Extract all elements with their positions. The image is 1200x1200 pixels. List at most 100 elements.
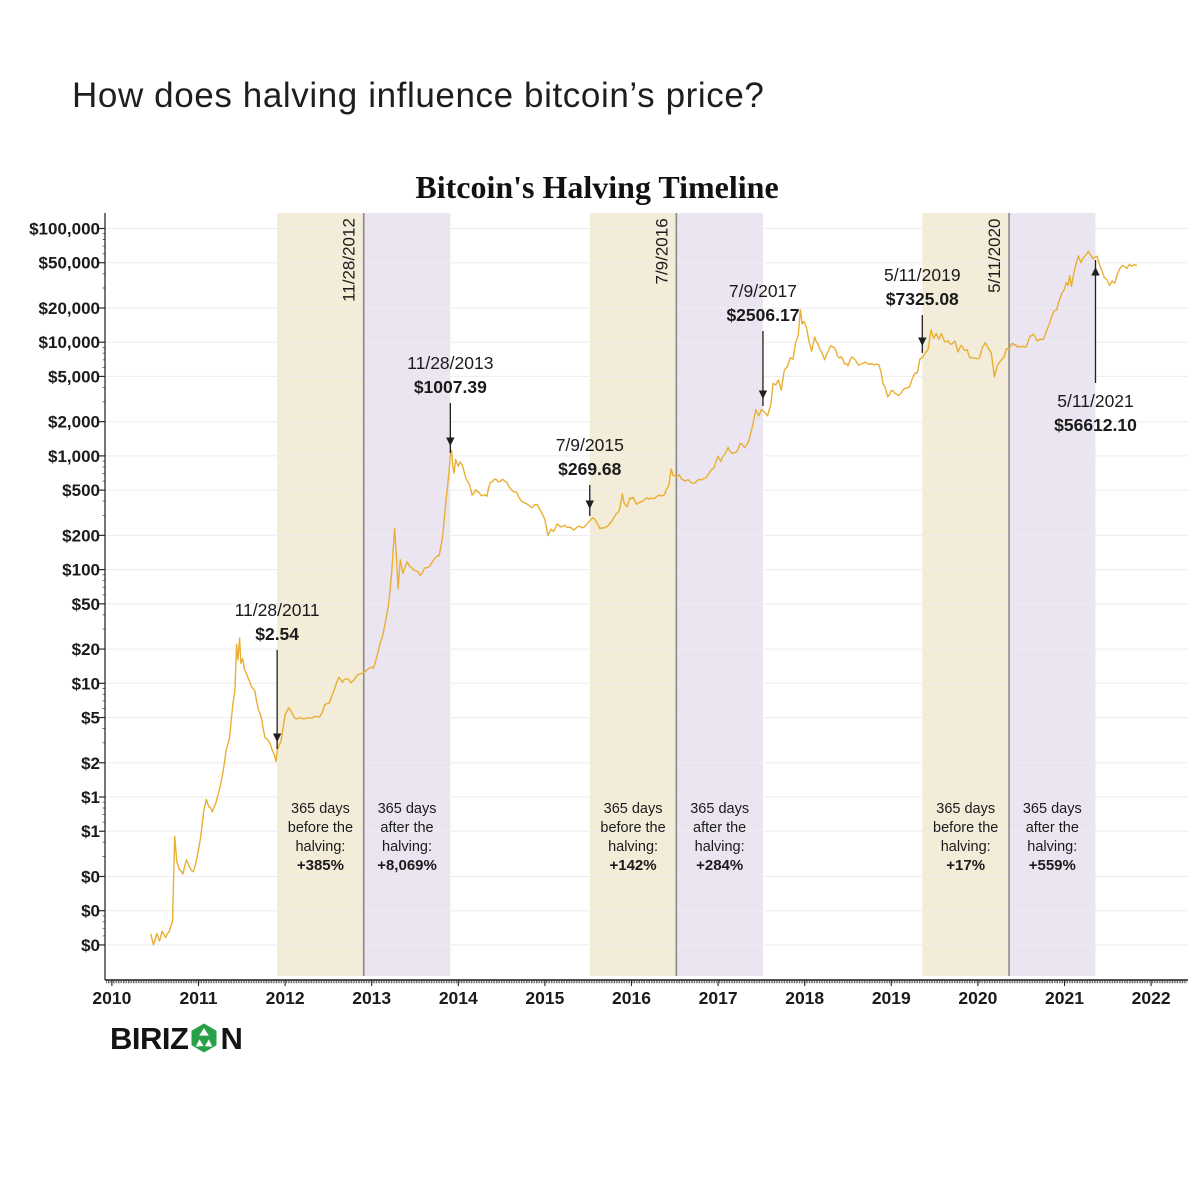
y-axis-label: $2,000 (48, 413, 100, 432)
annotation-date: 11/28/2013 (407, 353, 493, 373)
annotation-price: $1007.39 (414, 377, 487, 397)
stat-text-line: halving: (695, 839, 745, 855)
y-axis-label: $1 (81, 822, 100, 841)
stat-text-line: 365 days (936, 801, 995, 817)
birizon-logo: BIRIZ N (110, 1021, 243, 1056)
y-axis-label: $20 (72, 640, 100, 659)
y-axis-label: $5 (81, 709, 100, 728)
stat-text-line: halving: (382, 839, 432, 855)
y-axis-label: $10 (72, 674, 100, 693)
recycle-icon (191, 1023, 217, 1053)
stat-text-line: 365 days (1023, 801, 1082, 817)
band-365-after-1 (363, 213, 451, 976)
stat-text-line: halving: (941, 839, 991, 855)
x-axis-label: 2022 (1132, 988, 1171, 1008)
band-365-before-2 (589, 213, 677, 976)
x-axis-label: 2019 (872, 988, 911, 1008)
annotation-price: $56612.10 (1054, 415, 1137, 435)
stat-text-line: 365 days (690, 801, 749, 817)
stat-text-line: before the (600, 820, 665, 836)
stat-text-line: halving: (295, 839, 345, 855)
stat-text-line: halving: (1027, 839, 1077, 855)
annotation-arrow-head (758, 390, 768, 399)
stat-text-line: halving: (608, 839, 658, 855)
x-axis-label: 2014 (439, 988, 478, 1008)
annotation-date: 7/9/2015 (556, 435, 624, 455)
annotation-price: $2.54 (255, 624, 299, 644)
annotation-date: 11/28/2011 (235, 600, 320, 620)
stat-pct-8069: +8,069% (377, 857, 437, 874)
stat-text-line: after the (693, 820, 746, 836)
recycle-icon-arrow-left (196, 1039, 205, 1047)
logo-text-right: N (220, 1021, 243, 1056)
annotation-arrow-head (446, 437, 455, 446)
x-minor-ticks (106, 980, 1187, 984)
x-axis-label: 2013 (352, 988, 391, 1008)
stat-text-line: before the (933, 820, 998, 836)
y-axis-label: $0 (81, 867, 100, 886)
annotation-date: 7/9/2017 (729, 281, 797, 301)
stat-pct-284: +284% (696, 857, 743, 874)
y-axis-label: $1,000 (48, 447, 100, 466)
stat-text-line: 365 days (604, 801, 663, 817)
recycle-icon-hexagon (191, 1023, 217, 1053)
band-365-before-4 (922, 213, 1010, 976)
stat-pct-559: +559% (1029, 857, 1076, 874)
y-axis-label: $50 (72, 595, 100, 614)
y-axis-label: $10,000 (39, 333, 100, 352)
x-axis-label: 2012 (266, 988, 305, 1008)
halving-line-label: 7/9/2016 (652, 218, 671, 284)
band-365-before-0 (277, 213, 364, 976)
y-axis-label: $2 (81, 754, 100, 773)
x-axis-label: 2010 (92, 988, 131, 1008)
y-axis-label: $0 (81, 902, 100, 921)
stat-text-line: 365 days (291, 801, 350, 817)
stat-text-line: 365 days (378, 801, 437, 817)
y-axis-label: $100,000 (29, 220, 100, 239)
x-axis-label: 2018 (785, 988, 824, 1008)
x-major-ticks (111, 980, 1152, 986)
annotation-price: $2506.17 (726, 305, 799, 325)
annotation-price: $269.68 (558, 459, 622, 479)
y-axis-label: $1 (81, 788, 100, 807)
stat-text-line: before the (288, 820, 353, 836)
x-axis-label: 2020 (958, 988, 997, 1008)
stat-pct-385: +385% (297, 857, 344, 874)
page-heading: How does halving influence bitcoin’s pri… (72, 76, 765, 115)
annotation-price: $7325.08 (886, 289, 959, 309)
annotation-date: 5/11/2021 (1057, 391, 1134, 411)
x-axis-label: 2015 (525, 988, 564, 1008)
y-minor-ticks (102, 233, 105, 937)
band-365-after-3 (676, 213, 763, 976)
stat-pct-17: +17% (946, 857, 985, 874)
y-axis-label: $500 (62, 481, 100, 500)
y-axis-label: $200 (62, 526, 100, 545)
chart-plot-area: 11/28/2012 7/9/2016 5/11/2020 $100,000 $50,0… (29, 213, 1188, 1008)
logo-text-left: BIRIZ (110, 1021, 189, 1056)
y-axis-label: $0 (81, 936, 100, 955)
halving-line-label: 11/28/2012 (340, 218, 359, 302)
annotation-date: 5/11/2019 (884, 265, 961, 285)
x-axis-label: 2011 (180, 988, 218, 1008)
stat-text-line: after the (1026, 820, 1079, 836)
halving-line-label: 5/11/2020 (985, 219, 1004, 293)
y-axis-label: $5,000 (48, 367, 100, 386)
annotation-arrow-head (1091, 267, 1100, 276)
y-axis-label: $20,000 (39, 299, 100, 318)
x-axis-label: 2017 (699, 988, 738, 1008)
annotation-arrow-head (585, 500, 594, 509)
recycle-icon-arrow-right (205, 1039, 213, 1047)
x-axis-label: 2016 (612, 988, 651, 1008)
stat-text-line: after the (380, 820, 433, 836)
y-axis-label: $50,000 (39, 254, 100, 273)
annotation-arrow-head (272, 733, 282, 742)
x-axis-label: 2021 (1045, 988, 1084, 1008)
stat-pct-142: +142% (609, 857, 656, 874)
chart-title: Bitcoin's Halving Timeline (415, 169, 778, 205)
y-axis-label: $100 (62, 561, 100, 580)
annotation-arrow-head (918, 337, 927, 346)
band-365-after-5 (1009, 213, 1096, 976)
price-line (150, 250, 1138, 946)
recycle-icon-arrow-top (199, 1028, 210, 1036)
